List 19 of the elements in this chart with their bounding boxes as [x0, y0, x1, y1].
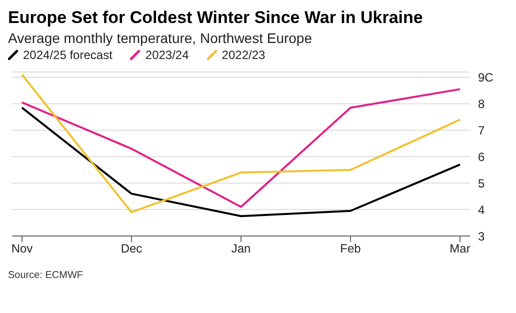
- y-tick-label: 9C: [478, 70, 494, 85]
- chart-title: Europe Set for Coldest Winter Since War in Ukraine: [8, 8, 424, 28]
- legend-label: 2024/25 forecast: [23, 48, 112, 62]
- y-tick-label: 5: [478, 176, 485, 190]
- y-tick-label: 8: [478, 97, 485, 111]
- line-series: [21, 106, 461, 218]
- y-tick-label: 3: [478, 229, 485, 244]
- y-tick-label: 4: [478, 202, 485, 217]
- x-tick-label: Mar: [450, 242, 470, 256]
- legend-label: 2022/23: [222, 48, 266, 62]
- x-tick-label: Dec: [120, 242, 142, 256]
- x-tick-label: Jan: [231, 242, 251, 256]
- legend-label: 2023/24: [145, 48, 189, 62]
- x-tick-label: Feb: [340, 242, 362, 256]
- y-tick-label: 7: [478, 123, 485, 138]
- x-tick-label: Nov: [11, 242, 33, 256]
- y-tick-label: 6: [478, 150, 485, 164]
- chart-subtitle: Average monthly temperature, Northwest Europe: [8, 30, 314, 46]
- source-note: Source: ECMWF: [8, 270, 84, 281]
